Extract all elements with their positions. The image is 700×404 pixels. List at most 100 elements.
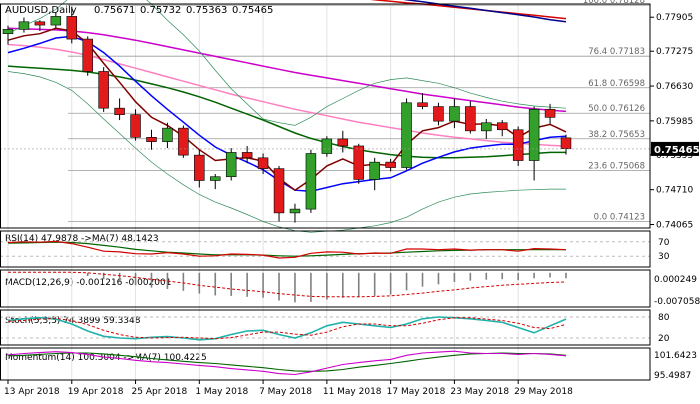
candle-body [162,127,173,142]
high-value: 0.75732 [140,5,181,16]
candle-body [225,152,237,178]
candle [257,153,269,175]
moving-average-line [7,71,566,233]
y-tick-label: 0.75985 [656,117,693,127]
fib-level-label: 50.0 0.76126 [588,104,645,114]
stoch-panel-frame [0,309,651,346]
candle [305,149,317,213]
candle-body [449,106,460,122]
y-tick-label: 0.74710 [656,186,693,196]
candle-body [385,161,396,168]
fib-level-label: 23.6 0.75068 [588,161,645,171]
candle [417,93,428,110]
low-value: 0.75363 [186,5,227,16]
candle [369,157,380,191]
candle-body [544,108,556,118]
candle [82,36,93,76]
candle-body [305,153,317,210]
macd-tick-label: -0.007058 [654,297,700,307]
rsi-tick-label: 30 [658,252,670,262]
x-tick-label: 7 May 2018 [259,387,312,397]
x-tick-label: 17 May 2018 [387,387,446,397]
candle [98,67,109,112]
candle [241,145,253,164]
candle-body [34,21,46,26]
momentum-panel-frame [0,347,651,381]
candle [50,12,62,29]
candle [401,98,412,170]
candle-body [241,152,253,159]
rsi-tick-label: 70 [658,238,670,248]
momentum-panel: 101.6423 95.4987 [7,350,697,381]
candle-body [401,102,412,168]
x-tick-label: 11 May 2018 [323,387,382,397]
candle [34,20,46,31]
x-tick-label: 29 May 2018 [514,387,573,397]
main-panel: 100.0 0.78128 76.4 0.77183 61.8 0.76598 50.… [0,0,700,380]
candle [2,25,14,45]
stoch-panel: 80 20 [0,313,670,344]
candle [544,103,556,125]
moving-average-line [403,0,567,23]
momentum-tick-label: 101.6423 [654,351,697,361]
candle [194,149,205,188]
candle-body [50,16,62,26]
candle [225,148,237,181]
candle-body [98,71,109,109]
momentum-header: Momentum(14) 100.3004 ->MA(7) 100.4225 [5,353,207,363]
stoch-tick-label: 80 [658,313,670,323]
fib-level-label: 76.4 0.77183 [588,47,645,57]
macd-panel-frame [0,269,651,308]
candle [114,98,125,121]
momentum-line [7,350,567,376]
candle-body [369,161,380,180]
candle-body [130,114,141,138]
main-panel-frame [0,3,651,229]
candle-body [2,29,14,34]
candle [496,120,508,137]
candle-body [146,137,157,142]
stoch-k-line [7,316,567,341]
x-tick-label: 25 Apr 2018 [132,387,188,397]
candle [449,98,460,129]
macd-signal-line [8,271,567,298]
candle-body [210,176,221,181]
candle [512,126,524,166]
candle-body [82,38,93,72]
candle-body [257,157,269,169]
candle-body [289,208,301,214]
open-value: 0.75671 [94,5,135,16]
y-tick-label: 0.76630 [656,82,693,92]
x-axis: 13 Apr 2018 19 Apr 2018 25 Apr 2018 1 May 2… [4,380,573,397]
y-tick-label: 0.74065 [656,220,693,230]
x-tick-label: 1 May 2018 [195,387,248,397]
candle-body [465,106,476,132]
candle-body [273,168,285,214]
rsi-header: RSI(14) 47.9878 ->MA(7) 48.1423 [5,234,159,244]
candle [433,102,444,126]
candle [130,109,141,141]
candle [273,165,285,222]
candle [528,106,540,181]
candle [289,203,301,223]
fib-level-label: 61.8 0.76598 [588,79,645,89]
candle-body [512,129,524,161]
candle-body [433,106,444,122]
x-tick-label: 13 Apr 2018 [4,387,60,397]
moving-average-line [7,27,567,113]
candle [321,136,333,157]
candle-body [66,16,78,40]
candle-body [528,108,540,161]
momentum-ma-line [7,352,567,372]
candle [162,122,173,149]
y-tick-label: 0.77905 [656,13,693,23]
fib-level-label: 38.2 0.75653 [588,130,645,140]
x-tick-label: 19 Apr 2018 [68,387,124,397]
stoch-d-line [7,317,567,340]
macd-tick-label: 0.000249 [654,275,697,285]
last-price-tag [651,141,699,156]
candle [465,101,476,134]
candle-body [321,138,333,154]
